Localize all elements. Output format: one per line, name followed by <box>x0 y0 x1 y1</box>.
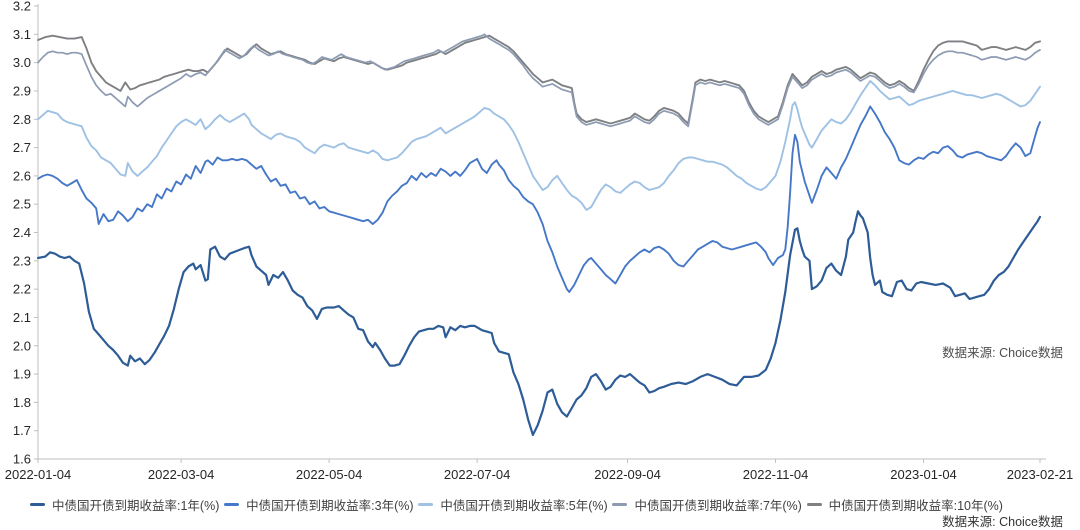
legend-label: 中债国开债到期收益率:5年(%) <box>440 499 608 513</box>
legend-line-marker-icon <box>806 503 822 506</box>
y-tick-label: 2.2 <box>13 282 31 297</box>
y-tick-label: 1.7 <box>13 423 31 438</box>
chart-legend: 中债国开债到期收益率:1年(%) 中债国开债到期收益率:3年(%) 中债国开债到… <box>30 495 1003 514</box>
x-tick-label: 2022-05-04 <box>296 467 363 482</box>
y-tick-label: 2.4 <box>13 225 31 240</box>
legend-label: 中债国开债到期收益率:3年(%) <box>246 499 414 513</box>
chart-svg: 1.6 1.7 1.8 1.9 2.0 2.1 2.2 2.3 2.4 2.5 2.6 2.7 2.8 2… <box>5 0 1074 482</box>
legend-line-marker-icon <box>224 503 240 506</box>
legend-item-10y: 中债国开债到期收益率:10年(%) <box>806 495 1003 514</box>
series-line-10y <box>37 34 1041 125</box>
y-tick-label: 2.0 <box>13 338 31 353</box>
legend-item-1y: 中债国开债到期收益率:1年(%) <box>30 495 219 514</box>
legend-line-marker-icon <box>612 503 628 506</box>
data-source-note: 数据来源: Choice数据 <box>942 515 1063 529</box>
series-line-7y <box>37 33 1041 128</box>
y-tick-label: 2.8 <box>13 112 31 127</box>
y-tick-label: 1.9 <box>13 367 31 382</box>
chart-area: 1.6 1.7 1.8 1.9 2.0 2.1 2.2 2.3 2.4 2.5 2.6 2.7 2.8 2… <box>5 0 1074 482</box>
y-tick-label: 2.3 <box>13 253 31 268</box>
x-tick-label: 2022-01-04 <box>5 467 72 482</box>
data-source-watermark: 数据来源: Choice数据 <box>942 345 1063 360</box>
series-line-1y <box>36 210 1042 436</box>
x-tick-label: 2022-11-04 <box>743 467 809 482</box>
y-tick-label: 2.7 <box>13 140 31 155</box>
legend-label: 中债国开债到期收益率:7年(%) <box>634 499 802 513</box>
y-tick-label: 3.2 <box>13 0 31 14</box>
y-tick-label: 2.9 <box>13 83 31 98</box>
legend-item-7y: 中债国开债到期收益率:7年(%) <box>612 495 802 514</box>
x-tick-label: 2022-07-04 <box>444 467 511 482</box>
x-tick-label: 2022-03-04 <box>148 467 215 482</box>
y-tick-label: 3.0 <box>13 55 31 70</box>
y-tick-label: 1.8 <box>13 395 31 410</box>
y-tick-label: 2.5 <box>13 197 31 212</box>
legend-item-5y: 中债国开债到期收益率:5年(%) <box>418 495 608 514</box>
y-tick-label: 2.6 <box>13 168 31 183</box>
legend-line-marker-icon <box>30 503 45 506</box>
legend-label: 中债国开债到期收益率:10年(%) <box>828 499 1003 513</box>
x-tick-label: 2023-02-21 <box>1007 467 1074 482</box>
y-tick-label: 1.6 <box>13 452 31 467</box>
x-tick-label: 2023-01-04 <box>890 467 957 482</box>
series-line-3y <box>37 105 1041 293</box>
x-tick-label: 2022-09-04 <box>594 467 661 482</box>
y-tick-label: 2.1 <box>13 310 31 325</box>
y-tick-label: 3.1 <box>13 27 31 42</box>
series-line-5y <box>37 80 1041 211</box>
legend-label: 中债国开债到期收益率:1年(%) <box>52 499 220 513</box>
legend-line-marker-icon <box>418 503 434 506</box>
legend-item-3y: 中债国开债到期收益率:3年(%) <box>224 495 414 514</box>
